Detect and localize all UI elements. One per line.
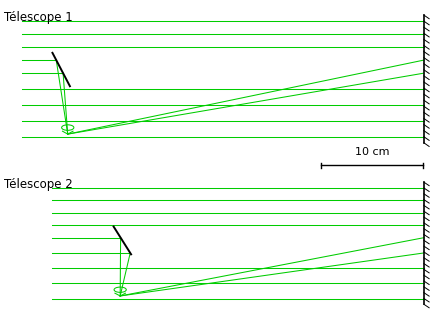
Text: Télescope 2: Télescope 2 [4,178,73,191]
Text: Télescope 1: Télescope 1 [4,11,73,24]
Text: 10 cm: 10 cm [355,147,389,157]
